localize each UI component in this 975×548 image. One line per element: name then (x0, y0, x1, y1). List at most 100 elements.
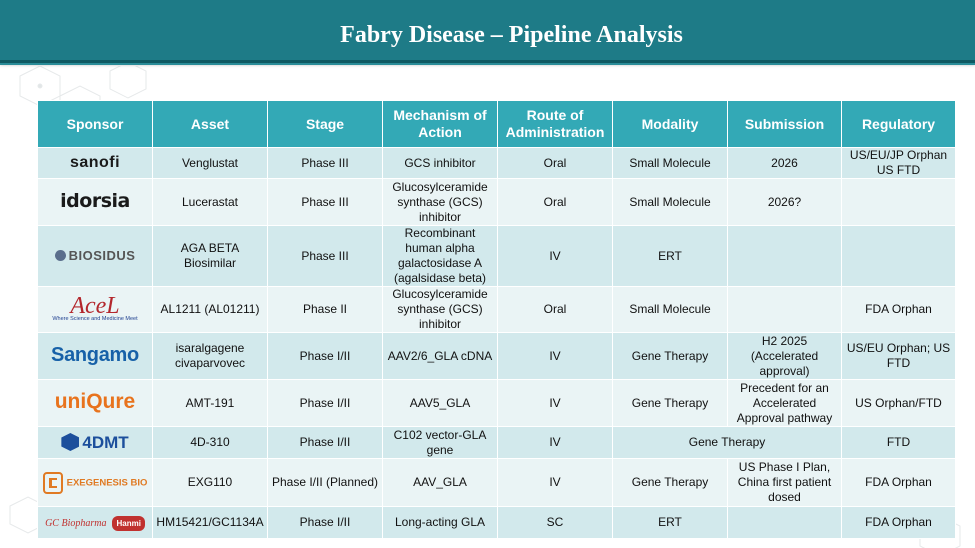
route-cell: IV (497, 225, 613, 287)
page-title: Fabry Disease – Pipeline Analysis (340, 22, 683, 48)
exegenesis-mark-icon (42, 471, 63, 494)
moa-cell: GCS inhibitor (382, 147, 498, 179)
sponsor-logo-text: BIOSIDUS (68, 248, 136, 263)
stage-cell: Phase I/II (267, 332, 383, 380)
sponsor-logo-acel: AceL Where Science and Medicine Meet (37, 286, 153, 333)
route-cell: IV (497, 332, 613, 380)
route-cell: Oral (497, 286, 613, 333)
submission-cell: Precedent for an Accelerated Approval pa… (727, 379, 842, 427)
sponsor-logo-text: Sangamo (51, 343, 139, 366)
modality-cell: Gene Therapy (612, 332, 728, 380)
stage-cell: Phase I/II (267, 506, 383, 539)
table-row: BIOSIDUS AGA BETA Biosimilar Phase III R… (37, 225, 956, 287)
moa-cell: C102 vector-GLA gene (382, 426, 498, 459)
modality-cell: ERT (612, 506, 728, 539)
table-row: 4DMT 4D-310 Phase I/II C102 vector-GLA g… (37, 426, 956, 459)
moa-cell: AAV5_GLA (382, 379, 498, 427)
asset-cell: 4D-310 (152, 426, 268, 459)
asset-cell: AL1211 (AL01211) (152, 286, 268, 333)
route-cell: Oral (497, 147, 613, 179)
regulatory-cell (841, 225, 956, 287)
regulatory-cell: US Orphan/FTD (841, 379, 956, 427)
sponsor-logo-gc-hanmi: GC Biopharma Hanmi (37, 506, 153, 539)
submission-cell: 2026? (727, 178, 842, 226)
sponsor-logo-sanofi: sanofi (37, 147, 153, 179)
hexagon-logo-icon (61, 433, 80, 451)
moa-cell: AAV2/6_GLA cDNA (382, 332, 498, 380)
moa-cell: Recombinant human alpha galactosidase A … (382, 225, 498, 287)
table-row: idorsia Lucerastat Phase III Glucosylcer… (37, 178, 956, 226)
table-header-row: Sponsor Asset Stage Mechanism of Action … (37, 100, 956, 148)
table-row: sanofi Venglustat Phase III GCS inhibito… (37, 147, 956, 179)
column-header-mechanism: Mechanism of Action (382, 100, 498, 148)
regulatory-cell: US/EU/JP Orphan US FTD (841, 147, 956, 179)
sponsor-logo-text: GC Biopharma (45, 517, 107, 529)
stage-cell: Phase I/II (267, 426, 383, 459)
sponsor-logo-tagline: Where Science and Medicine Meet (52, 316, 138, 322)
moa-cell: Glucosylceramide synthase (GCS) inhibito… (382, 178, 498, 226)
submission-cell: US Phase I Plan, China first patient dos… (727, 458, 842, 507)
table-row: Sangamo isaralgagene civaparvovec Phase … (37, 332, 956, 380)
regulatory-cell: FTD (841, 426, 956, 459)
moa-cell: AAV_GLA (382, 458, 498, 507)
stage-cell: Phase II (267, 286, 383, 333)
modality-cell: ERT (612, 225, 728, 287)
stage-cell: Phase III (267, 147, 383, 179)
sponsor-logo-text: idorsia (60, 189, 130, 212)
regulatory-cell (841, 178, 956, 226)
submission-cell: 2026 (727, 147, 842, 179)
column-header-asset: Asset (152, 100, 268, 148)
column-header-submission: Submission (727, 100, 842, 148)
sponsor-logo-sangamo: Sangamo (37, 332, 153, 380)
stage-cell: Phase III (267, 178, 383, 226)
stage-cell: Phase I/II (Planned) (267, 458, 383, 507)
stage-cell: Phase III (267, 225, 383, 287)
table-row: EXEGENESIS BIO EXG110 Phase I/II (Planne… (37, 458, 956, 507)
asset-cell: AGA BETA Biosimilar (152, 225, 268, 287)
regulatory-cell: FDA Orphan (841, 286, 956, 333)
route-cell: IV (497, 426, 613, 459)
biosidus-mark-icon (54, 250, 66, 261)
title-bar-underline (0, 63, 975, 65)
sponsor-logo-uniqure: uniQure (37, 379, 153, 427)
modality-submission-merged-cell: Gene Therapy (612, 426, 842, 459)
regulatory-cell: US/EU Orphan; US FTD (841, 332, 956, 380)
submission-cell (727, 506, 842, 539)
partner-logo-text: Hanmi (112, 515, 145, 531)
asset-cell: AMT-191 (152, 379, 268, 427)
title-bar: Fabry Disease – Pipeline Analysis (0, 0, 975, 65)
asset-cell: Venglustat (152, 147, 268, 179)
column-header-regulatory: Regulatory (841, 100, 956, 148)
route-cell: IV (497, 379, 613, 427)
sponsor-logo-text: uniQure (54, 390, 136, 413)
route-cell: SC (497, 506, 613, 539)
sponsor-logo-idorsia: idorsia (37, 178, 153, 226)
column-header-route: Route of Administration (497, 100, 613, 148)
stage-cell: Phase I/II (267, 379, 383, 427)
submission-cell: H2 2025 (Accelerated approval) (727, 332, 842, 380)
modality-cell: Gene Therapy (612, 458, 728, 507)
sponsor-logo-text: AceL (70, 293, 120, 319)
regulatory-cell: FDA Orphan (841, 458, 956, 507)
modality-cell: Small Molecule (612, 178, 728, 226)
table-row: AceL Where Science and Medicine Meet AL1… (37, 286, 956, 333)
column-header-stage: Stage (267, 100, 383, 148)
asset-cell: EXG110 (152, 458, 268, 507)
moa-cell: Glucosylceramide synthase (GCS) inhibito… (382, 286, 498, 333)
sponsor-logo-4dmt: 4DMT (37, 426, 153, 459)
sponsor-logo-biosidus: BIOSIDUS (37, 225, 153, 287)
asset-cell: Lucerastat (152, 178, 268, 226)
modality-cell: Small Molecule (612, 286, 728, 333)
sponsor-logo-text: sanofi (69, 154, 121, 171)
modality-cell: Small Molecule (612, 147, 728, 179)
asset-cell: HM15421/GC1134A (152, 506, 268, 539)
route-cell: IV (497, 458, 613, 507)
asset-cell: isaralgagene civaparvovec (152, 332, 268, 380)
modality-cell: Gene Therapy (612, 379, 728, 427)
table-row: GC Biopharma Hanmi HM15421/GC1134A Phase … (37, 506, 956, 539)
column-header-sponsor: Sponsor (37, 100, 153, 148)
submission-cell (727, 225, 842, 287)
table-row: uniQure AMT-191 Phase I/II AAV5_GLA IV G… (37, 379, 956, 427)
pipeline-table: Sponsor Asset Stage Mechanism of Action … (37, 100, 956, 539)
submission-cell (727, 286, 842, 333)
